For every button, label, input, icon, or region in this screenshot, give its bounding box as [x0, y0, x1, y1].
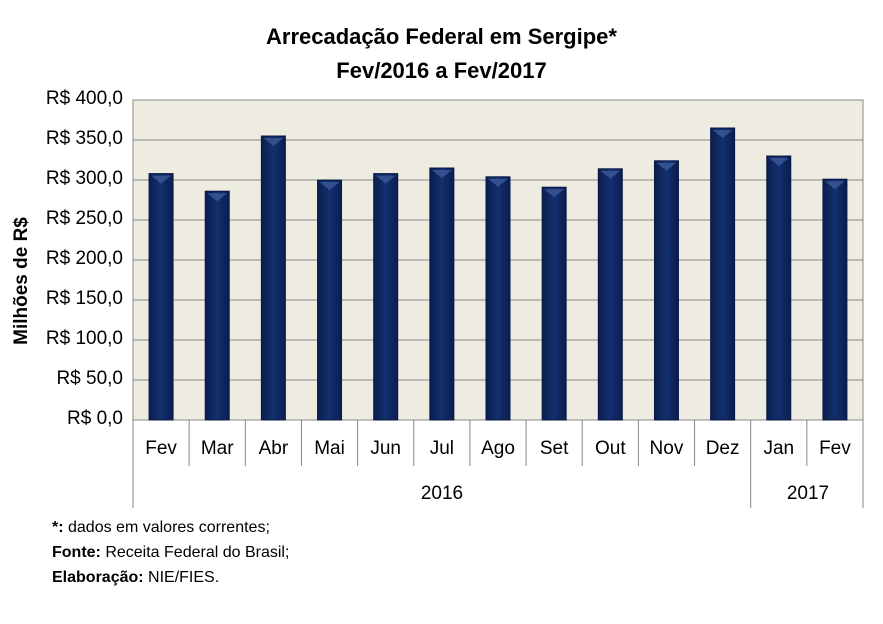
- chart-subtitle: Fev/2016 a Fev/2017: [336, 58, 547, 83]
- bar-jul: [429, 167, 455, 421]
- note-label: Fonte:: [52, 544, 101, 561]
- bar-highlight: [712, 130, 733, 138]
- y-tick-label: R$ 400,0: [45, 88, 123, 109]
- note-label: Elaboração:: [52, 569, 144, 586]
- bar-mar: [204, 190, 230, 421]
- y-tick-label: R$ 100,0: [45, 328, 123, 349]
- bar-jun: [373, 173, 399, 421]
- note-1: *: dados em valores correntes;: [52, 519, 270, 537]
- chart-title: Arrecadação Federal em Sergipe*: [266, 24, 617, 49]
- y-tick-label: R$ 300,0: [45, 168, 123, 189]
- x-tick-label: Jul: [429, 438, 454, 459]
- note-text: Receita Federal do Brasil;: [100, 544, 290, 561]
- bar-highlight: [600, 170, 621, 179]
- y-tick-label: R$ 0,0: [67, 408, 123, 429]
- bar-highlight: [431, 170, 452, 178]
- bar-ago: [485, 176, 511, 421]
- bar-highlight: [656, 162, 677, 171]
- bar-mai: [317, 179, 343, 421]
- x-tick-label: Ago: [481, 438, 515, 459]
- bar-highlight: [375, 175, 396, 184]
- y-tick-label: R$ 250,0: [45, 208, 123, 229]
- x-tick-label: Set: [539, 438, 569, 459]
- note-label: *:: [52, 519, 64, 536]
- bar-highlight: [319, 182, 340, 190]
- year-label-2017: 2017: [786, 483, 830, 504]
- bar-jan: [766, 155, 792, 421]
- note-text: NIE/FIES.: [143, 569, 220, 586]
- bar-fev: [148, 173, 174, 421]
- x-tick-label: Jun: [370, 438, 401, 459]
- bar-abr: [260, 135, 286, 421]
- bar-fev: [822, 178, 848, 421]
- bar-dez: [710, 127, 736, 421]
- bar-highlight: [768, 158, 789, 166]
- bar-set: [541, 186, 567, 421]
- y-axis-label: Milhões de R$: [11, 217, 32, 345]
- bar-highlight: [824, 181, 845, 190]
- bar-highlight: [263, 138, 284, 146]
- x-tick-label: Nov: [649, 438, 684, 459]
- bar-highlight: [151, 175, 172, 184]
- x-tick-label: Mar: [200, 438, 234, 459]
- x-tick-label: Dez: [705, 438, 740, 459]
- y-tick-label: R$ 350,0: [45, 128, 123, 149]
- note-3: Elaboração: NIE/FIES.: [52, 569, 219, 587]
- y-tick-label: R$ 50,0: [56, 368, 123, 389]
- y-tick-label: R$ 200,0: [45, 248, 123, 269]
- x-tick-label: Fev: [819, 438, 851, 459]
- note-text: dados em valores correntes;: [63, 519, 270, 536]
- y-tick-label: R$ 150,0: [45, 288, 123, 309]
- x-tick-label: Abr: [258, 438, 289, 459]
- x-tick-label: Mai: [314, 438, 345, 459]
- bar-highlight: [207, 193, 228, 202]
- note-2: Fonte: Receita Federal do Brasil;: [52, 544, 289, 562]
- x-tick-label: Fev: [145, 438, 177, 459]
- year-label-2016: 2016: [420, 483, 464, 504]
- x-tick-label: Jan: [763, 438, 795, 459]
- bar-nov: [653, 160, 679, 421]
- x-tick-label: Out: [594, 438, 626, 459]
- bar-out: [597, 168, 623, 421]
- bar-highlight: [488, 178, 508, 187]
- bar-highlight: [544, 189, 565, 198]
